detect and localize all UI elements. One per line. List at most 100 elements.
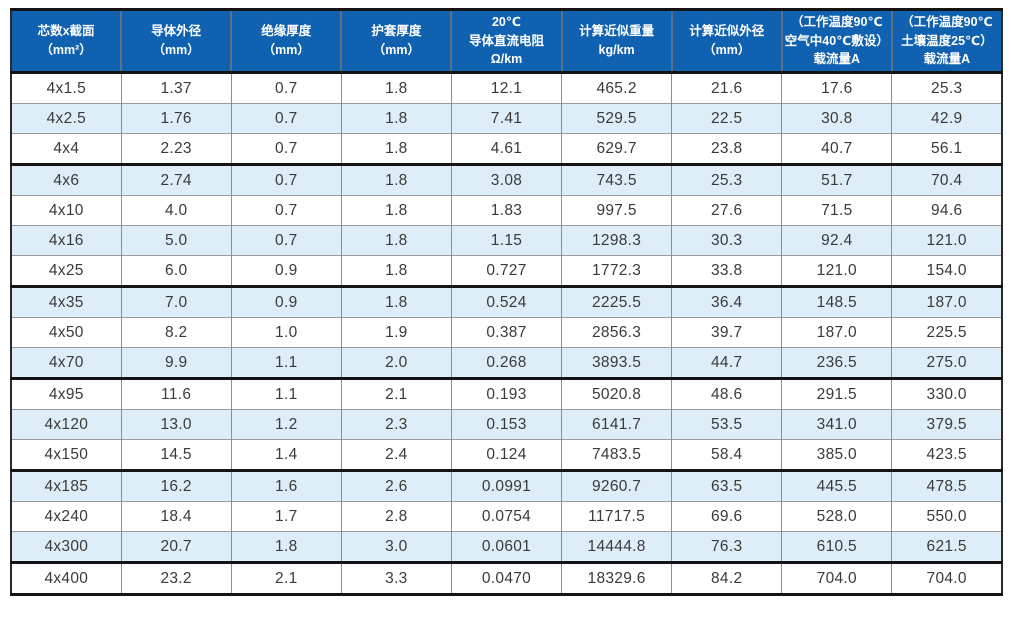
table-cell: 84.2: [671, 562, 782, 595]
table-cell: 4x50: [10, 317, 122, 348]
table-cell: 1.7: [230, 501, 342, 532]
table-row: 4x185 16.2 1.6 2.6 0.0991 9260.7 63.5 445.5 478.…: [10, 470, 1002, 502]
table-row: 4x35 7.0 0.9 1.8 0.524 2225.5 36.4 148.5 187.0: [10, 286, 1002, 318]
table-cell: 1.8: [340, 103, 452, 134]
table-cell: 704.0: [781, 562, 892, 595]
table-cell: 704.0: [891, 562, 1002, 595]
table-cell: 40.7: [781, 133, 892, 166]
column-header-conductor-outer-diameter: 导体外径 （mm）: [120, 9, 232, 74]
table-row: 4x16 5.0 0.7 1.8 1.15 1298.3 30.3 92.4 121.0: [10, 225, 1002, 256]
table-cell: 30.8: [781, 103, 892, 134]
table-cell: 6.0: [120, 255, 232, 288]
table-cell: 1.8: [340, 286, 452, 318]
column-header-line: （mm）: [262, 43, 310, 57]
table-cell: 0.9: [230, 286, 342, 318]
table-cell: 1.1: [230, 347, 342, 380]
table-cell: 12.1: [450, 72, 562, 104]
table-cell: 25.3: [671, 164, 782, 196]
table-row: 4x300 20.7 1.8 3.0 0.0601 14444.8 76.3 610.5 621…: [10, 531, 1002, 564]
table-cell: 9260.7: [561, 470, 672, 502]
table-cell: 423.5: [891, 439, 1002, 472]
column-header-ampacity-soil: （工作温度90℃ 土壤温度25℃） 载流量A: [890, 9, 1002, 74]
table-cell: 445.5: [781, 470, 892, 502]
table-cell: 1.4: [230, 439, 342, 472]
table-cell: 1.8: [340, 133, 452, 166]
table-cell: 23.8: [671, 133, 782, 166]
table-cell: 0.0601: [450, 531, 562, 564]
header-row: 芯数x截面 （mm²） 导体外径 （mm） 绝缘厚度 （mm） 护套厚度 （mm） 20℃ 导体直…: [11, 9, 1002, 74]
table-cell: 2.3: [340, 409, 452, 440]
table-cell: 187.0: [781, 317, 892, 348]
table-cell: 187.0: [891, 286, 1002, 318]
table-cell: 341.0: [781, 409, 892, 440]
table-cell: 1.83: [450, 195, 562, 226]
table-cell: 0.7: [230, 195, 342, 226]
table-cell: 1.8: [340, 72, 452, 104]
table-row: 4x4 2.23 0.7 1.8 4.61 629.7 23.8 40.7 56.1: [10, 133, 1002, 166]
table-cell: 4.0: [120, 195, 232, 226]
table-cell: 330.0: [891, 378, 1002, 410]
table-cell: 0.7: [230, 164, 342, 196]
column-header-dc-resistance-20c: 20℃ 导体直流电阻 Ω/km: [450, 9, 562, 74]
table-cell: 58.4: [671, 439, 782, 472]
column-header-approx-outer-diameter: 计算近似外径 （mm）: [670, 9, 782, 74]
table-cell: 3.0: [340, 531, 452, 564]
table-cell: 2.23: [120, 133, 232, 166]
column-header-line: （mm²）: [40, 43, 92, 57]
column-header-line: 土壤温度25℃）: [901, 33, 993, 48]
table-cell: 0.153: [450, 409, 562, 440]
table-row: 4x70 9.9 1.1 2.0 0.268 3893.5 44.7 236.5 275.0: [10, 347, 1002, 380]
table-cell: 0.7: [230, 103, 342, 134]
table-cell: 48.6: [671, 378, 782, 410]
column-header-line: 绝缘厚度: [261, 24, 312, 39]
table-cell: 2.0: [340, 347, 452, 380]
column-header-sheath-thickness: 护套厚度 （mm）: [340, 9, 452, 74]
table-cell: 16.2: [120, 470, 232, 502]
table-cell: 743.5: [561, 164, 672, 196]
column-header-line: 导体外径: [151, 24, 202, 39]
table-row: 4x6 2.74 0.7 1.8 3.08 743.5 25.3 51.7 70.4: [10, 164, 1002, 196]
table-cell: 4x10: [10, 195, 122, 226]
table-cell: 1772.3: [561, 255, 672, 288]
table-cell: 2.1: [340, 378, 452, 410]
table-cell: 0.524: [450, 286, 562, 318]
table-cell: 2.8: [340, 501, 452, 532]
table-cell: 2.1: [230, 562, 342, 595]
table-cell: 11717.5: [561, 501, 672, 532]
column-header-approx-weight: 计算近似重量 kg/km: [560, 9, 672, 74]
table-cell: 5.0: [120, 225, 232, 256]
table-cell: 0.7: [230, 225, 342, 256]
table-row: 4x25 6.0 0.9 1.8 0.727 1772.3 33.8 121.0 154.0: [10, 255, 1002, 288]
table-cell: 3.08: [450, 164, 562, 196]
table-cell: 275.0: [891, 347, 1002, 380]
table-cell: 4x240: [10, 501, 122, 532]
table-cell: 0.193: [450, 378, 562, 410]
table-cell: 1.8: [340, 225, 452, 256]
column-header-line: 20℃: [491, 14, 522, 29]
table-cell: 1.1: [230, 378, 342, 410]
table-cell: 3.3: [340, 562, 452, 595]
table-cell: 1.37: [120, 72, 232, 104]
table-row: 4x150 14.5 1.4 2.4 0.124 7483.5 58.4 385.0 423.5: [10, 439, 1002, 472]
table-cell: 1.9: [340, 317, 452, 348]
table-cell: 1298.3: [561, 225, 672, 256]
table-cell: 1.8: [340, 164, 452, 196]
table-cell: 13.0: [120, 409, 232, 440]
table-cell: 121.0: [781, 255, 892, 288]
table-cell: 5020.8: [561, 378, 672, 410]
column-header-line: 导体直流电阻: [468, 33, 544, 48]
column-header-core-count-section: 芯数x截面 （mm²）: [11, 9, 122, 74]
table-cell: 2.4: [340, 439, 452, 472]
table-cell: 14.5: [120, 439, 232, 472]
table-cell: 0.0991: [450, 470, 562, 502]
table-cell: 0.9: [230, 255, 342, 288]
table-cell: 478.5: [891, 470, 1002, 502]
table-cell: 76.3: [671, 531, 782, 564]
table-cell: 70.4: [891, 164, 1002, 196]
column-header-line: （mm）: [703, 43, 751, 57]
table-cell: 1.6: [230, 470, 342, 502]
table-cell: 4x16: [10, 225, 122, 256]
table-cell: 1.15: [450, 225, 562, 256]
table-cell: 4x400: [10, 562, 122, 595]
table-cell: 6141.7: [561, 409, 672, 440]
